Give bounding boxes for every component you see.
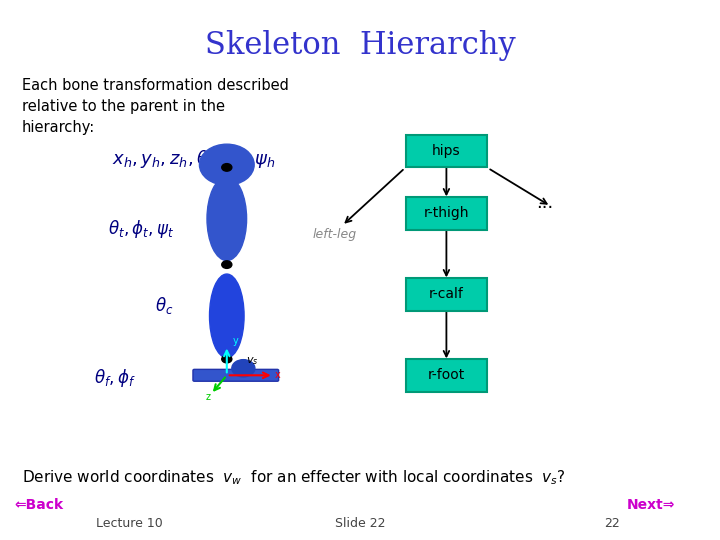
Text: x: x bbox=[275, 370, 281, 380]
Text: r-calf: r-calf bbox=[429, 287, 464, 301]
Text: Slide 22: Slide 22 bbox=[335, 517, 385, 530]
Text: ...: ... bbox=[536, 193, 554, 212]
Text: r-thigh: r-thigh bbox=[423, 206, 469, 220]
Text: hips: hips bbox=[432, 144, 461, 158]
Ellipse shape bbox=[210, 274, 244, 357]
Ellipse shape bbox=[207, 177, 246, 261]
FancyBboxPatch shape bbox=[406, 197, 487, 230]
Text: $\theta_f, \phi_f$: $\theta_f, \phi_f$ bbox=[94, 367, 135, 389]
Text: $v_s$: $v_s$ bbox=[246, 355, 258, 367]
Text: Skeleton  Hierarchy: Skeleton Hierarchy bbox=[204, 30, 516, 60]
Circle shape bbox=[222, 164, 232, 171]
Text: Lecture 10: Lecture 10 bbox=[96, 517, 163, 530]
Text: r-foot: r-foot bbox=[428, 368, 465, 382]
Text: $\theta_c$: $\theta_c$ bbox=[155, 295, 174, 315]
Text: Derive world coordinates  $v_w$  for an effecter with local coordinates  $v_s$?: Derive world coordinates $v_w$ for an ef… bbox=[22, 469, 565, 487]
Text: $\theta_t, \phi_t, \psi_t$: $\theta_t, \phi_t, \psi_t$ bbox=[108, 219, 174, 240]
Circle shape bbox=[222, 355, 232, 363]
Text: $x_h, y_h, z_h, \theta_h, \phi_h, \psi_h$: $x_h, y_h, z_h, \theta_h, \phi_h, \psi_h… bbox=[112, 148, 275, 170]
FancyBboxPatch shape bbox=[406, 135, 487, 167]
Circle shape bbox=[232, 360, 255, 377]
Text: left-leg: left-leg bbox=[312, 228, 356, 241]
Text: Each bone transformation described
relative to the parent in the
hierarchy:: Each bone transformation described relat… bbox=[22, 78, 289, 136]
Text: Next⇒: Next⇒ bbox=[626, 498, 675, 512]
FancyBboxPatch shape bbox=[406, 359, 487, 392]
FancyBboxPatch shape bbox=[193, 369, 279, 381]
Text: ⇐Back: ⇐Back bbox=[14, 498, 63, 512]
Text: 22: 22 bbox=[604, 517, 620, 530]
Circle shape bbox=[199, 144, 254, 185]
Circle shape bbox=[222, 261, 232, 268]
FancyBboxPatch shape bbox=[406, 278, 487, 310]
Text: y: y bbox=[233, 336, 238, 346]
Text: z: z bbox=[205, 392, 210, 402]
